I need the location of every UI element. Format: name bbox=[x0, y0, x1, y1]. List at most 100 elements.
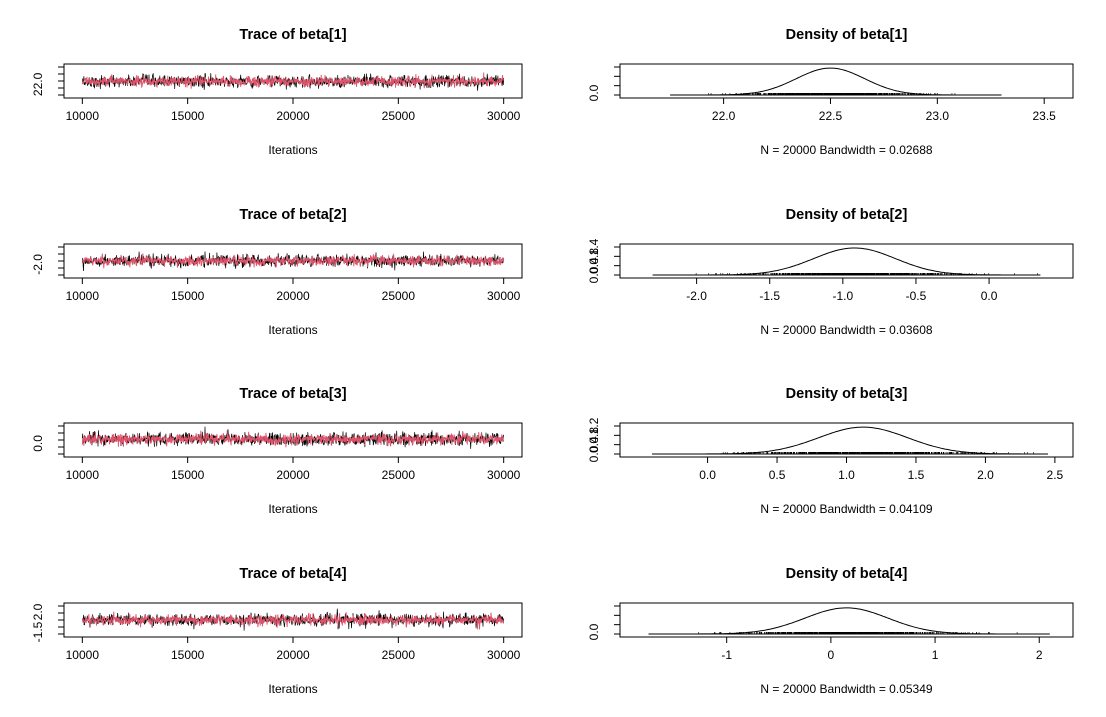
y-axis: -2.0 bbox=[31, 246, 65, 276]
x-tick-label: 20000 bbox=[276, 289, 310, 303]
y-tick-label: 2.0 bbox=[31, 603, 45, 620]
x-tick-label: 0.0 bbox=[699, 468, 716, 482]
trace-panel-1: Trace of beta[1] 10000 15000 20000 25000 3000… bbox=[31, 27, 523, 157]
y-tick-label: 0.8 bbox=[587, 427, 601, 444]
trace-series-chain-2 bbox=[81, 611, 505, 630]
x-tick-label: 0.5 bbox=[769, 468, 786, 482]
panel-title: Density of beta[1] bbox=[786, 27, 908, 43]
x-tick-label: -2.0 bbox=[686, 289, 707, 303]
trace-series-chain-2 bbox=[81, 253, 505, 269]
y-tick-label: 0.0 bbox=[587, 623, 601, 640]
x-tick-label: 30000 bbox=[487, 289, 521, 303]
x-tick-label: 30000 bbox=[487, 109, 521, 123]
density-panel-2: Density of beta[2] -2.0 -1.5 -1.0 -0.5 0.0 N =… bbox=[587, 207, 1074, 337]
density-panel-4: Density of beta[4] -1 0 1 2 N = 20000 Bandwid… bbox=[587, 566, 1074, 696]
x-tick-label: 10000 bbox=[66, 109, 100, 123]
x-tick-label: 15000 bbox=[171, 468, 205, 482]
y-tick-label: 0.0 bbox=[587, 266, 601, 283]
x-axis-label: N = 20000 Bandwidth = 0.02688 bbox=[760, 143, 932, 157]
x-tick-label: 25000 bbox=[382, 109, 416, 123]
x-tick-label: 15000 bbox=[171, 109, 205, 123]
x-axis-label: N = 20000 Bandwidth = 0.05349 bbox=[760, 682, 932, 696]
x-tick-label: -1.0 bbox=[833, 289, 854, 303]
x-tick-label: 2 bbox=[1036, 648, 1043, 662]
x-axis: 10000 15000 20000 25000 30000 bbox=[66, 277, 521, 303]
x-axis-label: Iterations bbox=[268, 502, 317, 516]
rug-marks bbox=[698, 632, 1018, 634]
x-tick-label: 25000 bbox=[382, 289, 416, 303]
x-tick-label: -1 bbox=[721, 648, 732, 662]
x-axis: 22.0 22.5 23.0 23.5 bbox=[712, 97, 1056, 123]
x-axis-label: Iterations bbox=[268, 323, 317, 337]
y-tick-label: 22.0 bbox=[31, 72, 45, 96]
y-tick-label: 0.0 bbox=[587, 84, 601, 101]
x-axis: -2.0 -1.5 -1.0 -0.5 0.0 bbox=[686, 277, 998, 303]
x-tick-label: 20000 bbox=[276, 109, 310, 123]
plot-area bbox=[81, 72, 505, 91]
y-tick-label: 1.2 bbox=[587, 417, 601, 434]
y-axis: -1.52.0 bbox=[31, 603, 65, 642]
x-axis-label: N = 20000 Bandwidth = 0.03608 bbox=[760, 323, 932, 337]
x-tick-label: -0.5 bbox=[906, 289, 927, 303]
x-axis-label: N = 20000 Bandwidth = 0.04109 bbox=[760, 502, 932, 516]
x-axis: -1 0 1 2 bbox=[721, 636, 1043, 662]
x-tick-label: 0.0 bbox=[981, 289, 998, 303]
x-tick-label: 10000 bbox=[66, 648, 100, 662]
x-axis: 10000 15000 20000 25000 30000 bbox=[66, 636, 521, 662]
x-tick-label: 22.0 bbox=[712, 109, 736, 123]
y-tick-label: 0.0 bbox=[587, 445, 601, 462]
y-axis: 0.0 bbox=[587, 605, 621, 640]
x-tick-label: 1 bbox=[932, 648, 939, 662]
x-tick-label: 0 bbox=[828, 648, 835, 662]
x-tick-label: -1.5 bbox=[759, 289, 780, 303]
x-tick-label: 20000 bbox=[276, 648, 310, 662]
plot-area bbox=[81, 251, 505, 272]
trace-series-chain-1 bbox=[81, 73, 505, 91]
plot-area bbox=[670, 67, 1002, 96]
y-axis: 0.00.40.81.2 bbox=[587, 417, 621, 462]
x-axis-label: Iterations bbox=[268, 143, 317, 157]
trace-series-chain-2 bbox=[81, 430, 505, 448]
y-tick-label: 0.8 bbox=[587, 248, 601, 265]
y-tick-label: 1.4 bbox=[587, 238, 601, 255]
plot-area bbox=[81, 608, 505, 631]
plot-area bbox=[652, 247, 1041, 276]
panel-title: Trace of beta[1] bbox=[239, 27, 346, 43]
x-tick-label: 15000 bbox=[171, 648, 205, 662]
x-tick-label: 10000 bbox=[66, 289, 100, 303]
panel-title: Trace of beta[4] bbox=[239, 566, 346, 582]
panel-title: Trace of beta[2] bbox=[239, 207, 346, 223]
density-panel-3: Density of beta[3] 0.0 0.5 1.0 1.5 2.0 2.5 N = … bbox=[587, 386, 1074, 516]
y-axis: 22.0 bbox=[31, 66, 65, 96]
x-tick-label: 2.5 bbox=[1047, 468, 1064, 482]
x-tick-label: 25000 bbox=[382, 468, 416, 482]
plot-area bbox=[652, 426, 1048, 455]
x-axis: 10000 15000 20000 25000 30000 bbox=[66, 97, 521, 123]
trace-series-chain-2 bbox=[81, 72, 505, 89]
panel-title: Trace of beta[3] bbox=[239, 386, 346, 402]
y-tick-label: -2.0 bbox=[31, 254, 45, 275]
x-tick-label: 1.5 bbox=[908, 468, 925, 482]
panel-title: Density of beta[2] bbox=[786, 207, 908, 223]
trace-panel-2: Trace of beta[2] 10000 15000 20000 25000 3000… bbox=[31, 207, 523, 337]
y-axis: 0.00.40.81.4 bbox=[587, 238, 621, 283]
x-tick-label: 30000 bbox=[487, 468, 521, 482]
x-tick-label: 23.0 bbox=[926, 109, 950, 123]
y-tick-label: 0.4 bbox=[587, 257, 601, 274]
panel-title: Density of beta[4] bbox=[786, 566, 908, 582]
x-tick-label: 15000 bbox=[171, 289, 205, 303]
y-axis: 0.0 bbox=[31, 425, 65, 455]
density-curve bbox=[648, 607, 1050, 635]
density-curve bbox=[670, 67, 1002, 96]
y-tick-label: 0.0 bbox=[31, 435, 45, 452]
x-tick-label: 22.5 bbox=[819, 109, 843, 123]
x-tick-label: 25000 bbox=[382, 648, 416, 662]
x-tick-label: 20000 bbox=[276, 468, 310, 482]
plot-area bbox=[648, 607, 1050, 635]
x-tick-label: 1.0 bbox=[838, 468, 855, 482]
density-panel-1: Density of beta[1] 22.0 22.5 23.0 23.5 N = 20… bbox=[587, 27, 1074, 157]
plot-area bbox=[81, 426, 505, 449]
x-axis-label: Iterations bbox=[268, 682, 317, 696]
panel-title: Density of beta[3] bbox=[786, 386, 908, 402]
